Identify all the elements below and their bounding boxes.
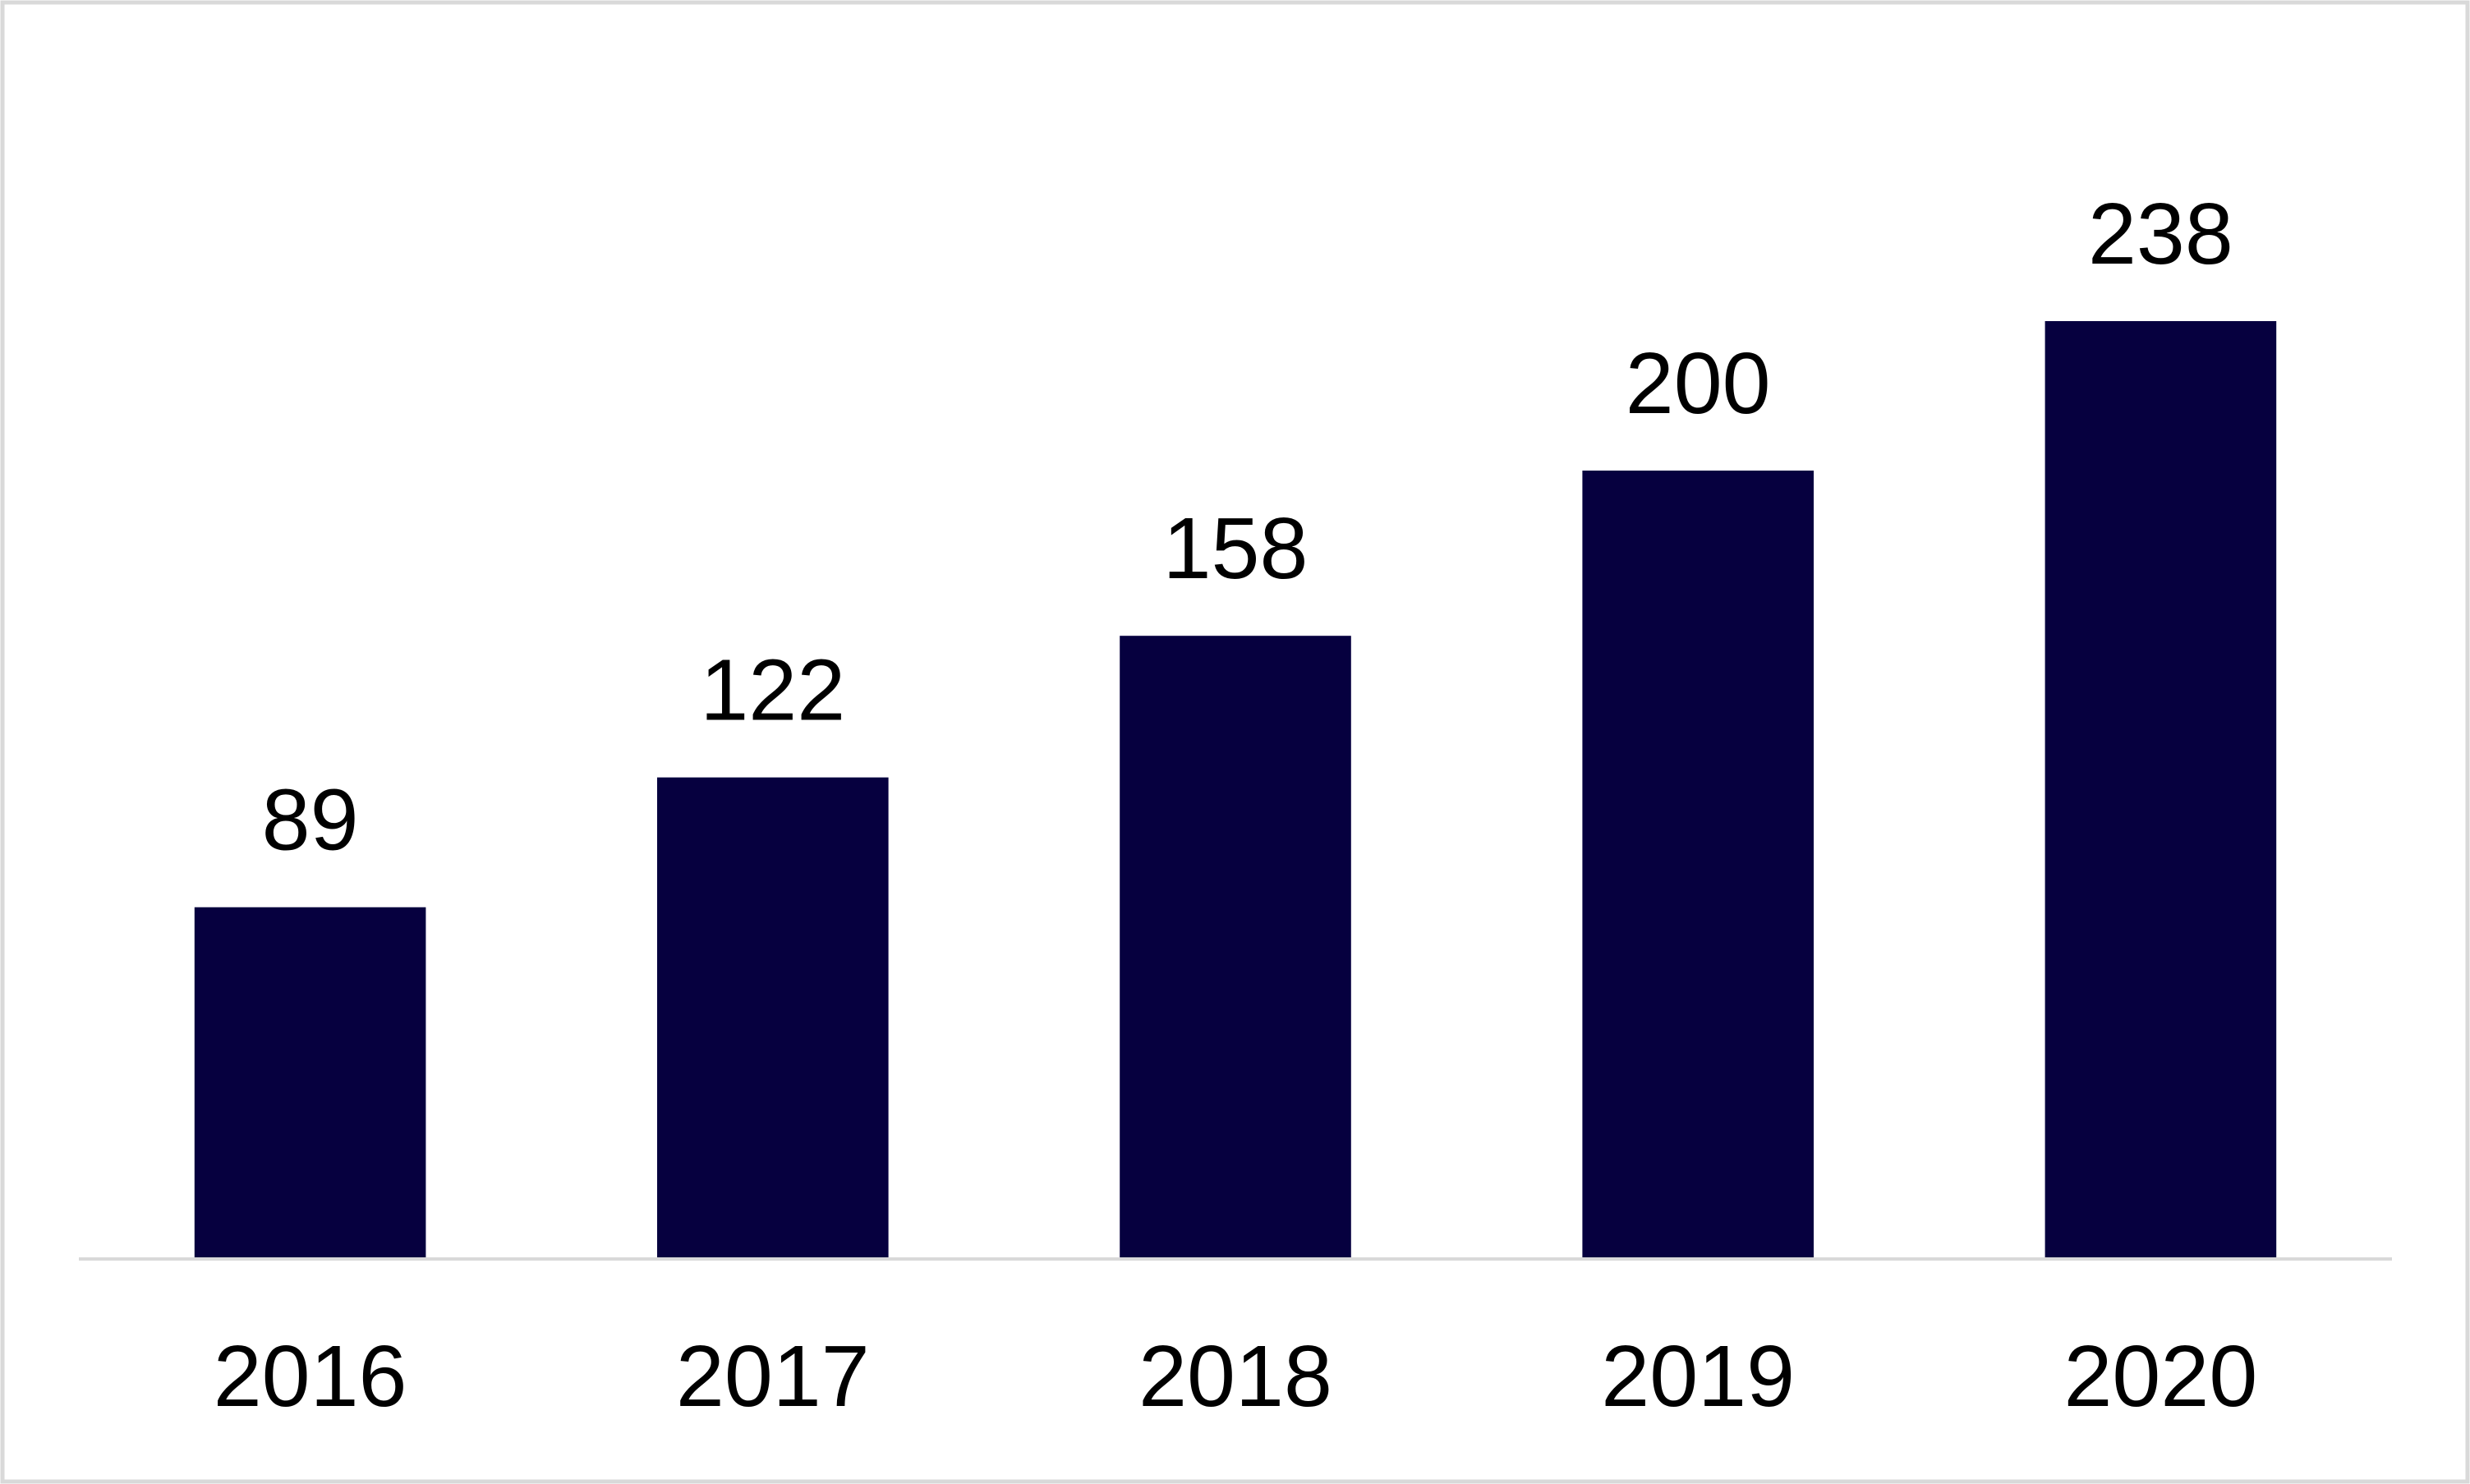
x-tick-label: 2016 <box>214 1328 407 1425</box>
x-tick-label: 2019 <box>1601 1328 1795 1425</box>
data-label: 238 <box>2088 186 2233 283</box>
data-label: 158 <box>1163 500 1309 597</box>
data-label: 122 <box>700 642 845 739</box>
data-label: 89 <box>262 772 359 869</box>
bar <box>2045 321 2277 1257</box>
bar <box>194 907 426 1257</box>
x-tick-label: 2020 <box>2063 1328 2257 1425</box>
bar <box>1120 636 1351 1257</box>
data-label: 200 <box>1626 335 1771 432</box>
x-tick-label: 2018 <box>1138 1328 1332 1425</box>
bar <box>657 777 889 1257</box>
x-tick-label: 2017 <box>676 1328 870 1425</box>
bar <box>1582 471 1814 1257</box>
